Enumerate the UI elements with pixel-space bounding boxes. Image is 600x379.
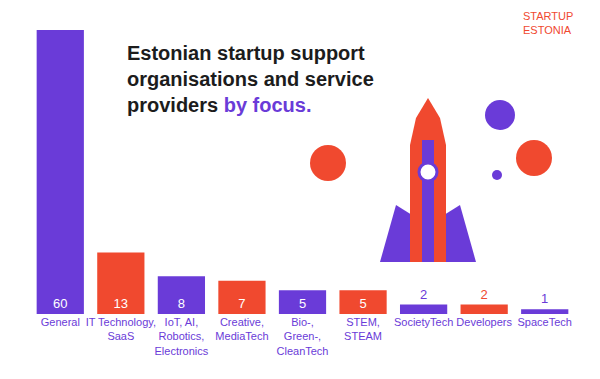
svg-text:IT Technology,SaaS: IT Technology,SaaS <box>86 316 156 342</box>
svg-text:60: 60 <box>53 296 67 311</box>
svg-text:2: 2 <box>420 287 427 302</box>
svg-text:SpaceTech: SpaceTech <box>518 316 572 328</box>
svg-text:SocietyTech: SocietyTech <box>394 316 453 328</box>
svg-text:5: 5 <box>299 296 306 311</box>
svg-text:Estonian startup supportorgani: Estonian startup supportorganisations an… <box>127 42 374 116</box>
svg-text:Developers: Developers <box>456 316 512 328</box>
svg-text:8: 8 <box>178 296 185 311</box>
svg-text:5: 5 <box>359 296 366 311</box>
svg-text:STARTUPESTONIA: STARTUPESTONIA <box>523 10 573 36</box>
svg-text:STEM,STEAM: STEM,STEAM <box>344 316 382 342</box>
svg-text:7: 7 <box>238 296 245 311</box>
svg-text:2: 2 <box>481 287 488 302</box>
svg-text:Creative,MediaTech: Creative,MediaTech <box>215 316 268 342</box>
svg-text:1: 1 <box>541 291 548 306</box>
svg-text:Bio-,Green-,CleanTech: Bio-,Green-,CleanTech <box>277 316 329 357</box>
svg-text:13: 13 <box>114 296 128 311</box>
svg-text:General: General <box>41 316 80 328</box>
svg-text:IoT, AI,Robotics,Electronics: IoT, AI,Robotics,Electronics <box>154 316 208 357</box>
